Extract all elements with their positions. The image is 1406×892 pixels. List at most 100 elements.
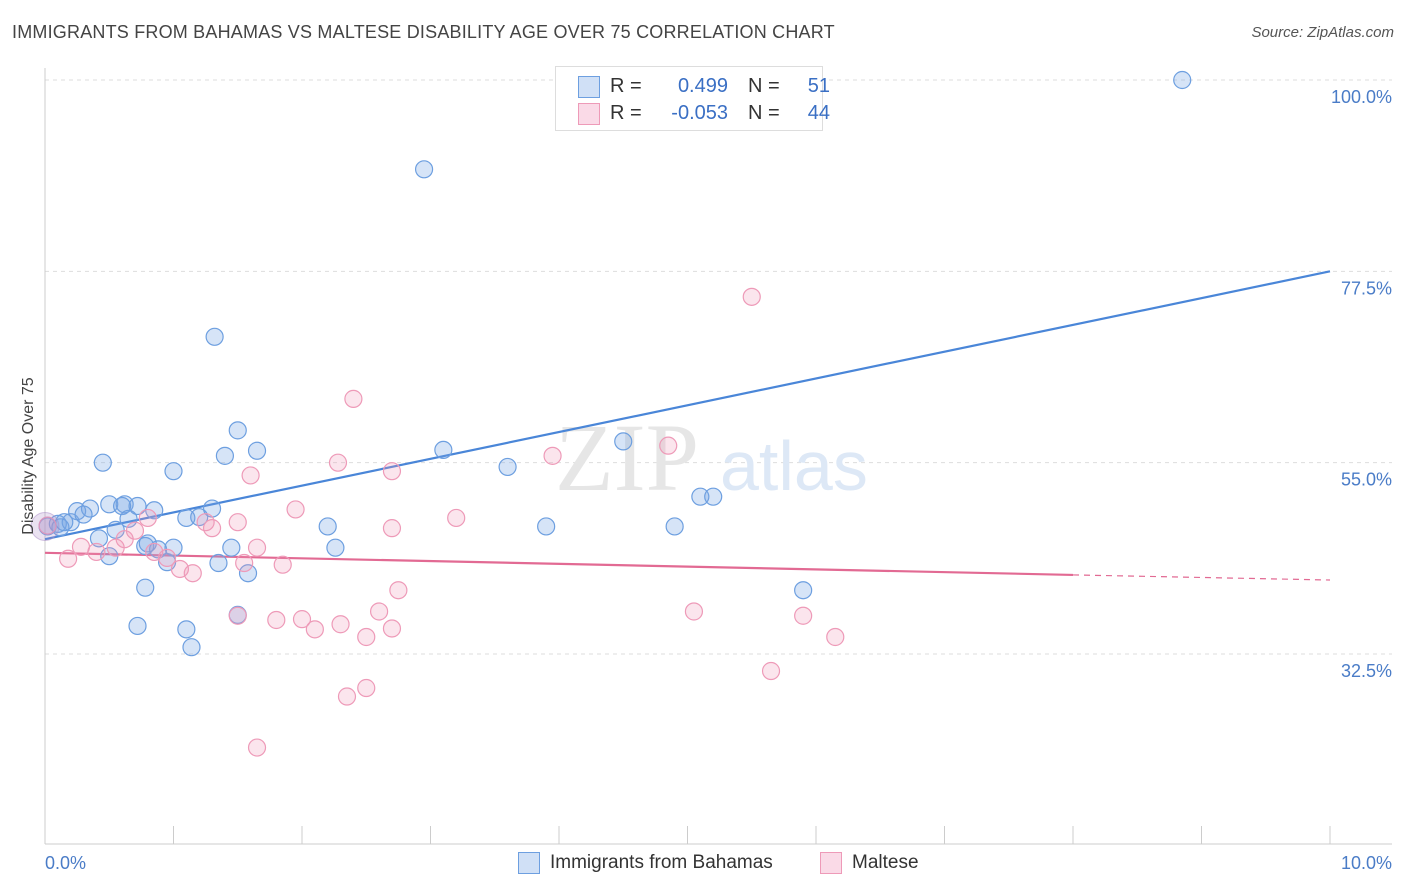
bahamas-trend-line — [44, 270, 1331, 541]
bahamas-point — [215, 446, 234, 465]
bahamas-point — [177, 508, 196, 528]
axis-labels: Disability Age Over 75 100.0% 77.5% 55.0% 3… — [20, 87, 1392, 873]
y-tick-label: 55.0% — [1341, 470, 1392, 490]
bahamas-point — [164, 538, 183, 557]
bottom-legend-label-bahamas: Immigrants from Bahamas — [550, 852, 773, 874]
bahamas-point — [318, 517, 337, 536]
bahamas-point — [414, 160, 434, 179]
bahamas-point — [704, 487, 723, 506]
x-tick-label-min: 0.0% — [45, 853, 86, 873]
y-axis-label: Disability Age Over 75 — [20, 377, 37, 535]
maltese-point — [125, 521, 145, 540]
maltese-point — [228, 513, 247, 532]
r-value: 0.499 — [677, 75, 728, 97]
maltese-point — [742, 287, 761, 306]
maltese-point — [659, 436, 678, 455]
bahamas-point — [1173, 70, 1192, 90]
maltese-point — [273, 555, 292, 574]
bahamas-point — [228, 421, 247, 440]
bahamas-point — [74, 505, 93, 524]
bahamas-point — [182, 638, 201, 657]
watermark-zip: ZIP — [555, 404, 699, 511]
data-points — [30, 70, 1192, 757]
bahamas-point — [177, 620, 196, 639]
maltese-point — [235, 553, 254, 573]
legend-swatch-blue — [578, 75, 600, 98]
maltese-point — [202, 519, 222, 538]
axes — [44, 68, 1392, 845]
maltese-point — [267, 610, 286, 630]
maltese-point — [389, 581, 408, 600]
bahamas-point — [128, 616, 147, 636]
bahamas-point — [222, 538, 241, 557]
y-tick-label: 100.0% — [1331, 87, 1392, 107]
n-label: N = — [748, 75, 780, 97]
bahamas-point — [434, 440, 453, 460]
maltese-point — [543, 446, 562, 465]
bahamas-point — [498, 457, 517, 477]
maltese-point — [228, 606, 247, 625]
bottom-swatch-pink — [820, 852, 842, 874]
x-tick-label-max: 10.0% — [1341, 853, 1392, 873]
maltese-point — [382, 462, 402, 481]
bahamas-point — [247, 441, 267, 460]
maltese-point — [138, 508, 157, 528]
watermark: ZIP atlas — [555, 404, 868, 511]
maltese-point — [370, 602, 389, 621]
chart-title: IMMIGRANTS FROM BAHAMAS VS MALTESE DISAB… — [12, 22, 835, 42]
bahamas-point — [794, 581, 813, 600]
maltese-point — [337, 687, 357, 706]
legend-row-bahamas: R = 0.499 N = 51 — [578, 75, 830, 99]
maltese-point — [157, 548, 177, 568]
maltese-point — [305, 620, 324, 639]
maltese-point — [761, 661, 781, 681]
bottom-swatch-blue — [518, 852, 540, 874]
maltese-point — [71, 537, 91, 556]
watermark-atlas: atlas — [720, 427, 868, 505]
maltese-trend-extension — [1072, 574, 1331, 581]
maltese-point — [826, 627, 845, 647]
maltese-point — [286, 500, 305, 519]
maltese-trend-line — [44, 551, 1074, 577]
bahamas-point — [209, 553, 228, 573]
maltese-point — [357, 627, 376, 647]
n-value: 44 — [807, 102, 830, 124]
maltese-point — [247, 738, 267, 757]
bahamas-point — [89, 529, 109, 548]
maltese-point — [247, 538, 267, 557]
overlap-point — [30, 511, 60, 541]
source-label: Source: ZipAtlas.com — [1251, 24, 1394, 41]
maltese-point — [241, 466, 260, 485]
maltese-point — [38, 516, 57, 535]
bahamas-point — [164, 462, 183, 481]
maltese-point — [382, 519, 402, 538]
maltese-point — [794, 606, 813, 625]
maltese-point — [447, 508, 466, 528]
correlation-legend: R = 0.499 N = 51 R = -0.053 N = 44 — [555, 66, 830, 131]
bottom-legend-bahamas: Immigrants from Bahamas — [518, 852, 773, 874]
maltese-point — [292, 610, 312, 629]
bahamas-point — [614, 432, 633, 451]
bottom-legend-label-maltese: Maltese — [852, 852, 919, 874]
bahamas-point — [93, 453, 112, 472]
maltese-point — [87, 542, 106, 562]
y-tick-label: 32.5% — [1341, 661, 1392, 681]
bottom-legend-maltese: Maltese — [820, 852, 919, 874]
maltese-point — [59, 549, 78, 568]
r-label: R = — [610, 75, 642, 97]
maltese-point — [684, 602, 704, 621]
bahamas-point — [326, 538, 345, 557]
maltese-point — [344, 389, 363, 408]
legend-row-maltese: R = -0.053 N = 44 — [578, 102, 830, 126]
r-value: -0.053 — [671, 102, 728, 124]
bahamas-point — [537, 517, 556, 536]
maltese-point — [382, 619, 402, 638]
r-label: R = — [610, 102, 642, 124]
n-label: N = — [748, 102, 780, 124]
y-tick-label: 77.5% — [1341, 278, 1392, 298]
maltese-point — [183, 564, 202, 583]
maltese-point — [328, 453, 348, 472]
bahamas-point — [205, 327, 224, 346]
bahamas-point — [136, 578, 155, 597]
